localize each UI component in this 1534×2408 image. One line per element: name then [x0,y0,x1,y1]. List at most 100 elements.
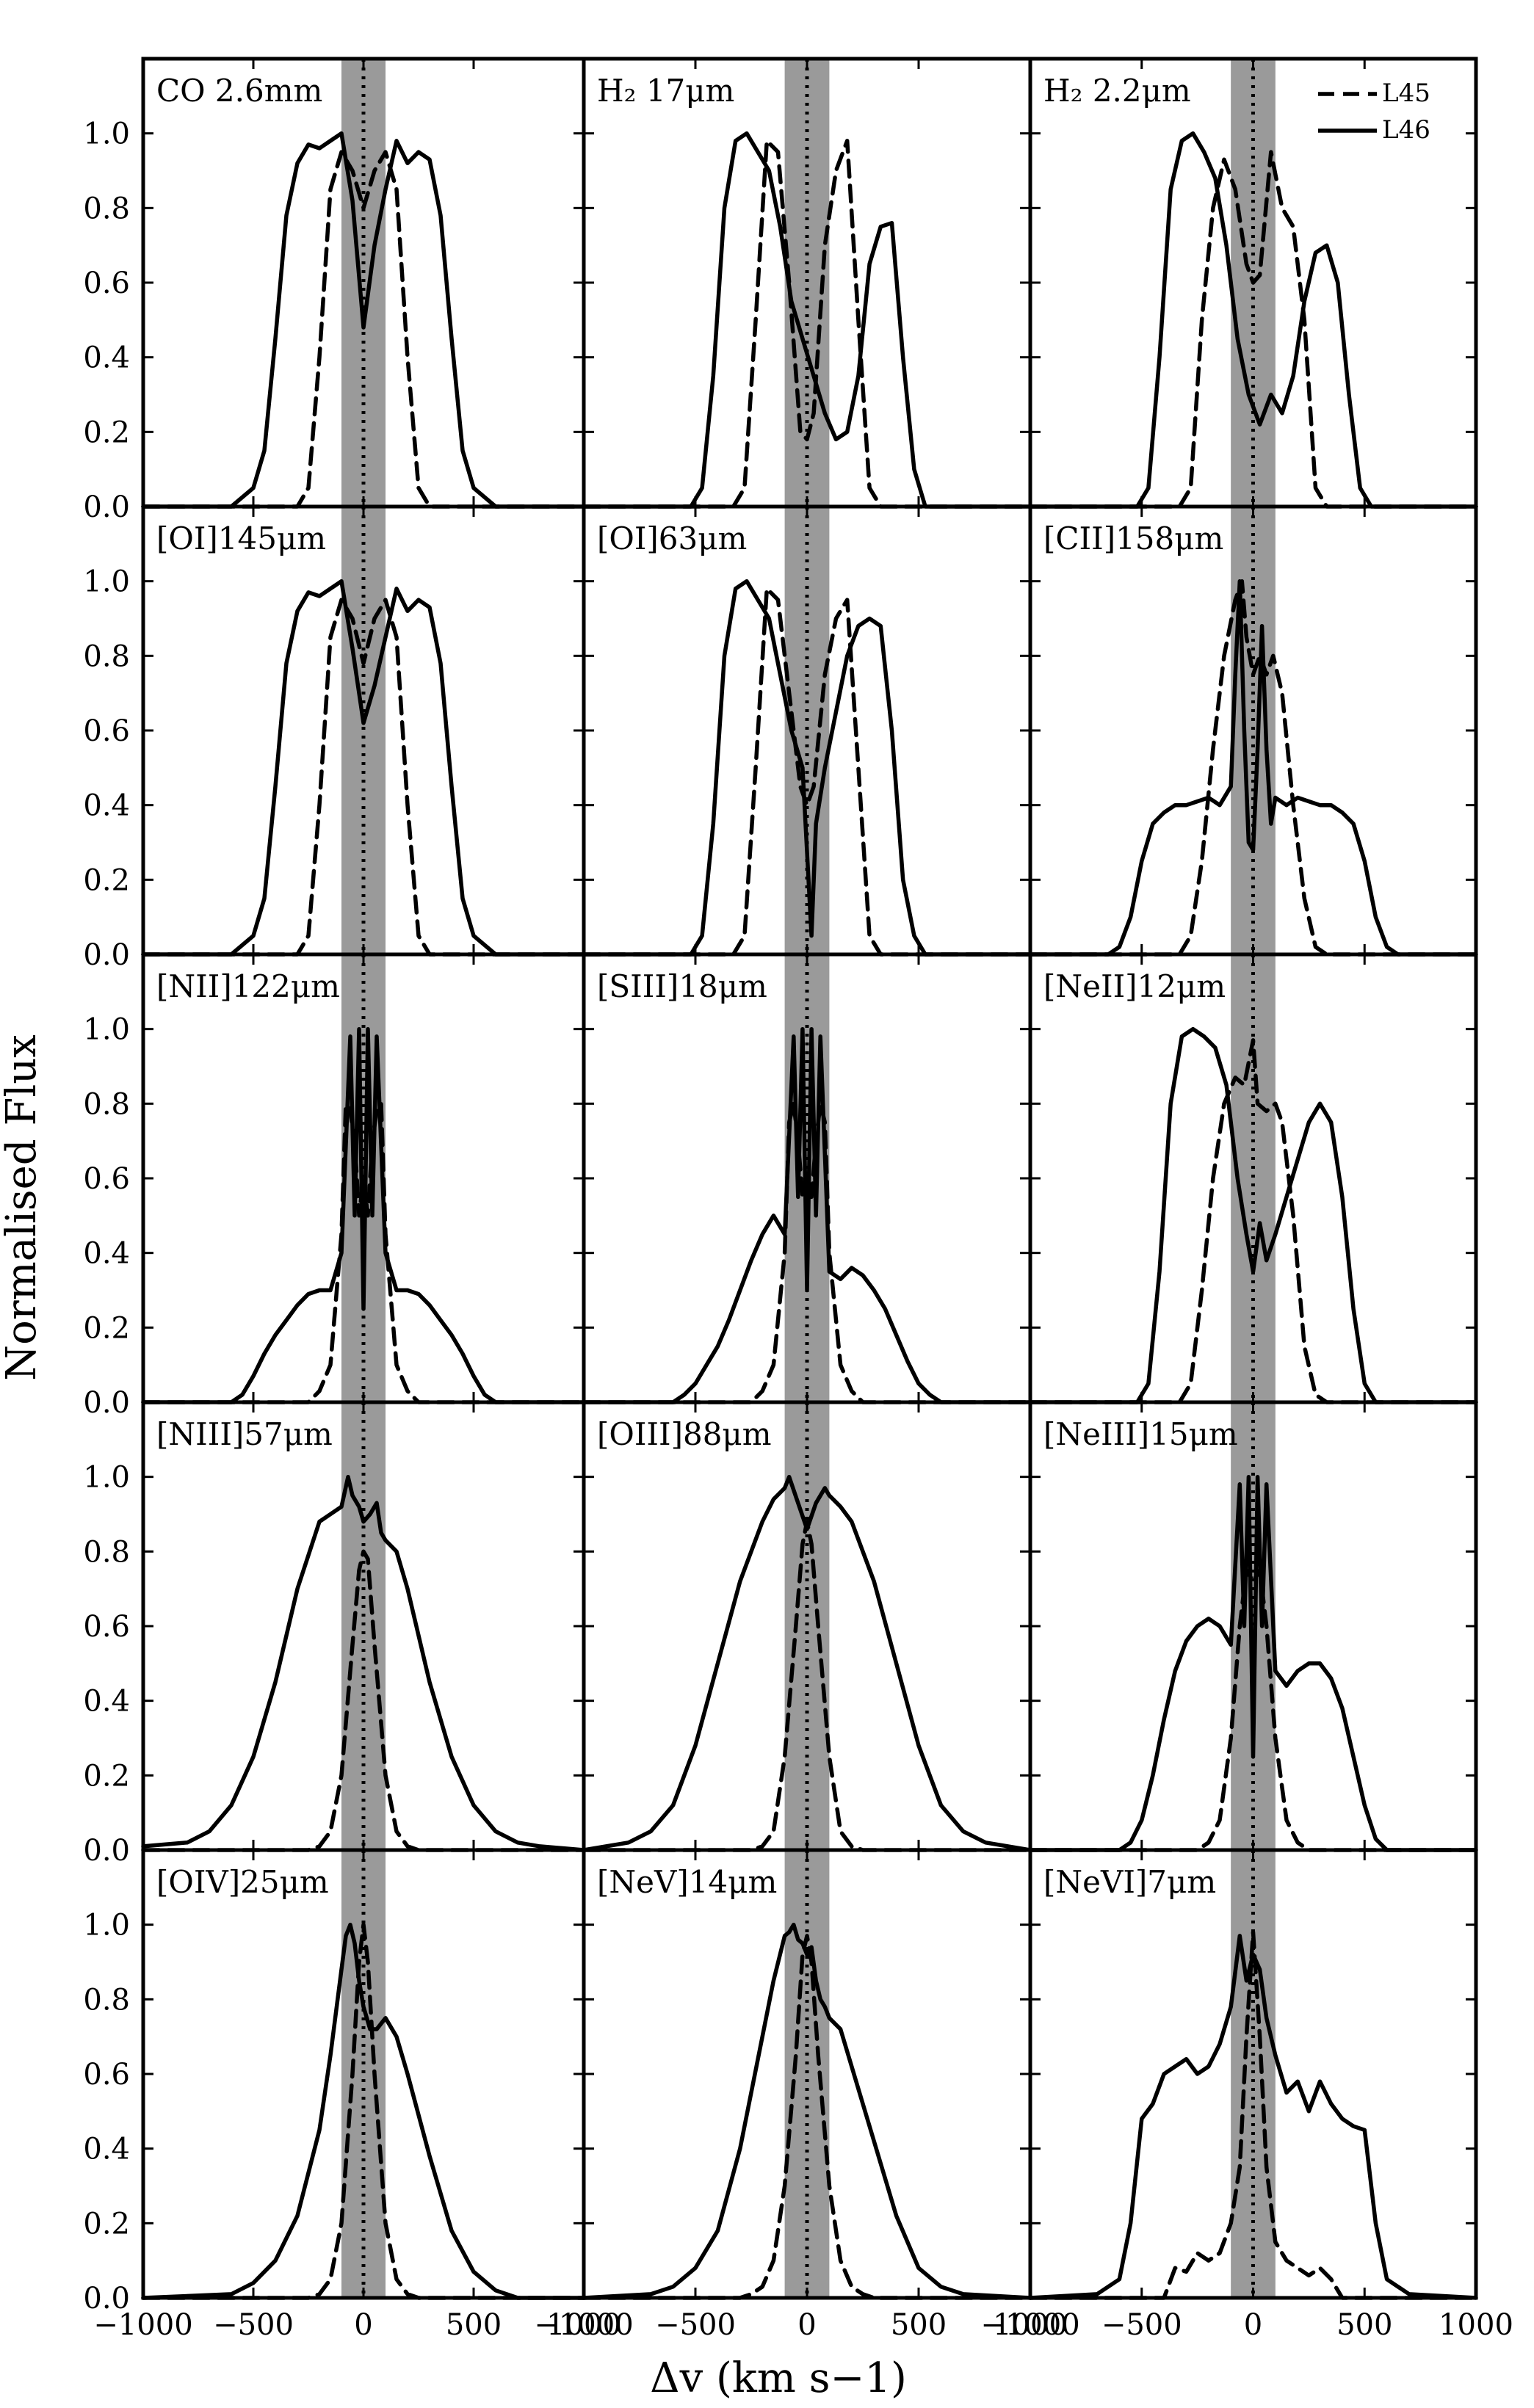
panel-frame [1028,1848,1478,2300]
x-axis-title: Δv (km s−1) [650,2354,907,2402]
y-tick-label: 0.6 [83,266,130,300]
x-tick-label: 500 [1336,2308,1392,2342]
series-line-l45 [141,598,586,957]
y-tick-label: 0.8 [83,1535,130,1569]
panel-label: [NII]122μm [156,968,340,1004]
series-line-l46 [1028,1026,1478,1404]
y-tick-label: 0.4 [83,789,130,823]
y-tick-label: 0.8 [83,192,130,225]
panel-label: CO 2.6mm [156,73,322,109]
panel-label: [NeII]12μm [1043,968,1226,1004]
panel: [OIV]25μm 0.0 0.2 0.4 0.6 0.8 1.0 −1000 −500 0 500… [83,1848,621,2342]
series-line-l45 [1028,1568,1478,1852]
panel-label: [OIV]25μm [156,1864,329,1900]
panel-label: H₂ 2.2μm [1043,73,1191,109]
x-tick-label: 500 [446,2308,502,2342]
shaded-band [1231,1850,1276,2298]
panel: [CII]158μm [1028,504,1478,957]
panel: [OIII]88μm [582,1400,1032,1852]
y-tick-label: 0.2 [83,863,130,897]
panel: [NIII]57μm 0.0 0.2 0.4 0.6 0.8 1.0 [83,1400,586,1868]
series-line-l46 [1028,579,1478,957]
y-tick-label: 0.8 [83,639,130,673]
series-line-l46 [141,1922,586,2300]
shaded-band [784,1402,830,1850]
series-line-l45 [1028,1038,1478,1404]
shaded-band [341,507,386,954]
panel-label: [OIII]88μm [597,1416,772,1452]
x-tick-label: 0 [797,2308,816,2342]
y-tick-label: 0.4 [83,341,130,375]
panel-label: [OI]63μm [597,521,747,556]
panel-label: H₂ 17μm [597,73,734,109]
panel: [NeV]14μm −1000 −500 0 500 1000 [534,1848,1068,2342]
x-tick-label: 0 [1244,2308,1262,2342]
panel: [SIII]18μm [582,952,1032,1404]
y-tick-label: 0.0 [83,1386,130,1420]
x-tick-label: 0 [354,2308,372,2342]
panel: CO 2.6mm 0.0 0.2 0.4 0.6 0.8 1.0 [83,57,586,524]
y-tick-label: 1.0 [83,1013,130,1047]
panel: [NII]122μm 0.0 0.2 0.4 0.6 0.8 1.0 [83,952,586,1420]
x-tick-label: −1000 [980,2308,1079,2342]
series-line-l45 [582,587,1032,957]
series-line-l46 [141,131,586,509]
series-line-l46 [141,1474,586,1852]
y-tick-label: 0.0 [83,1834,130,1868]
y-tick-label: 0.8 [83,1087,130,1121]
shaded-band [341,59,386,507]
y-tick-label: 0.6 [83,1162,130,1196]
legend-label-l46: L46 [1382,115,1430,145]
y-tick-label: 0.8 [83,1983,130,2017]
panel: [OI]63μm [582,504,1032,957]
y-tick-label: 0.2 [83,416,130,449]
panel-grid: CO 2.6mm 0.0 0.2 0.4 0.6 0.8 1.0 H₂ 17μm H₂ 2.2μ… [83,57,1513,2342]
panel: [NeIII]15μm [1028,1400,1478,1852]
y-tick-label: 0.6 [83,714,130,748]
panel-label: [NeIII]15μm [1043,1416,1238,1452]
series-line-l46 [582,131,1032,509]
series-line-l46 [141,1026,586,1404]
series-line-l45 [582,1934,1032,2300]
series-line-l46 [1028,1474,1478,1852]
x-tick-label: −1000 [93,2308,192,2342]
series-line-l45 [141,150,586,509]
series-line-l46 [1028,1934,1478,2300]
series-line-l46 [582,1026,1032,1404]
y-tick-label: 0.4 [83,2133,130,2166]
series-line-l45 [141,1922,586,2300]
panel: H₂ 17μm [582,57,1032,509]
x-tick-label: −500 [1101,2308,1182,2342]
x-tick-label: −500 [655,2308,736,2342]
y-tick-label: 0.0 [83,938,130,972]
panel-label: [SIII]18μm [597,968,767,1004]
panel: [OI]145μm 0.0 0.2 0.4 0.6 0.8 1.0 [83,504,586,972]
legend-label-l45: L45 [1382,79,1430,108]
series-line-l45 [1028,1930,1478,2300]
x-tick-label: 1000 [1439,2308,1513,2342]
series-line-l45 [141,1101,586,1404]
panel-label: [NeV]14μm [597,1864,777,1900]
y-tick-label: 0.4 [83,1237,130,1271]
y-tick-label: 0.2 [83,2207,130,2241]
y-tick-label: 1.0 [83,565,130,599]
y-tick-label: 1.0 [83,117,130,151]
x-tick-label: −500 [213,2308,294,2342]
panel-label: [CII]158μm [1043,521,1223,556]
y-tick-label: 0.6 [83,1610,130,1644]
x-tick-label: 1000 [546,2308,621,2342]
y-tick-label: 0.2 [83,1311,130,1345]
panel: [NeVI]7μm −1000 −500 0 500 1000 [980,1848,1513,2342]
series-line-l46 [141,579,586,957]
y-tick-label: 0.4 [83,1685,130,1719]
series-line-l45 [1028,150,1478,509]
series-line-l46 [582,1474,1032,1852]
y-tick-label: 1.0 [83,1461,130,1495]
series-line-l46 [582,579,1032,957]
y-axis-title: Normalised Flux [0,1034,46,1381]
series-line-l45 [141,1549,586,1852]
series-line-l46 [1028,131,1478,509]
y-tick-label: 0.0 [83,2282,130,2315]
